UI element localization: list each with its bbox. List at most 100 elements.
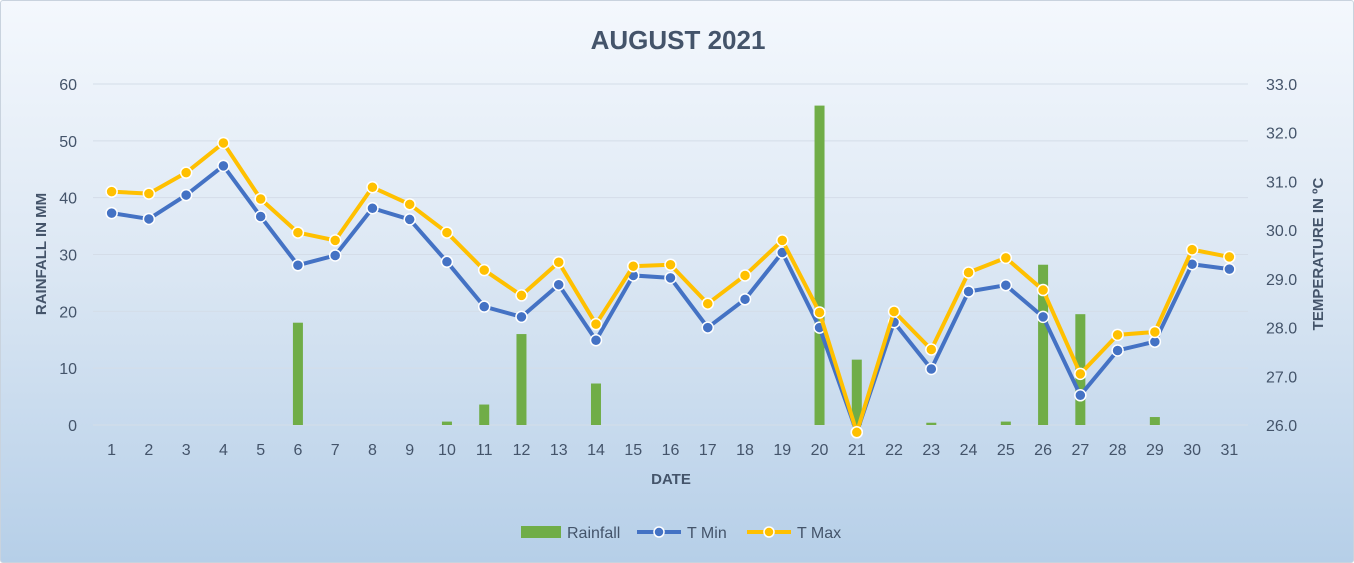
t-min-point [515, 310, 528, 324]
y-axis-right-title: TEMPERATURE IN ºC [1310, 177, 1327, 330]
t-min-point [254, 210, 267, 223]
rainfall-bar [516, 334, 527, 425]
x-tick-label: 27 [1071, 442, 1089, 459]
y-left-tick-label: 20 [59, 304, 77, 321]
t-min-point [1036, 310, 1050, 324]
t-min-point [142, 212, 156, 226]
t-min-point [664, 271, 677, 285]
t-max-point [1074, 367, 1087, 381]
y-right-tick-label: 30.0 [1266, 223, 1297, 240]
t-max-line [111, 140, 1230, 435]
rainfall-bar [1000, 421, 1011, 425]
x-tick-label: 17 [699, 442, 717, 459]
t-min-point [925, 362, 938, 376]
t-min-point [328, 249, 342, 262]
rainfall-bar [926, 422, 937, 425]
t-max-point [962, 266, 975, 279]
t-min-point [589, 333, 603, 347]
x-tick-label: 18 [736, 442, 754, 459]
y-right-tick-label: 26.0 [1266, 418, 1297, 435]
t-max-point [999, 251, 1013, 265]
x-tick-label: 9 [405, 442, 414, 459]
t-max-point [850, 426, 864, 439]
x-tick-label: 19 [773, 442, 791, 459]
t-min-point [1223, 262, 1236, 276]
x-tick-label: 29 [1146, 442, 1164, 459]
t-min-point [366, 201, 379, 215]
y-right-tick-label: 32.0 [1266, 126, 1297, 143]
t-max-point [291, 226, 305, 239]
t-max-point [1036, 283, 1050, 297]
y-right-tick-label: 27.0 [1266, 369, 1297, 386]
t-max-point [1111, 328, 1124, 342]
t-min-point [403, 213, 416, 226]
t-min-point [701, 321, 715, 334]
rainfall-bar [1149, 417, 1160, 425]
y-axis-right-ticks: 26.0 27.0 28.0 29.0 30.0 31.0 32.0 33.0 [1266, 77, 1297, 435]
y-left-tick-label: 60 [59, 77, 77, 94]
rainfall-bar [590, 383, 601, 425]
x-tick-label: 4 [219, 442, 228, 459]
t-max-point [701, 297, 715, 310]
y-left-tick-label: 30 [59, 248, 77, 265]
t-min-point [477, 300, 491, 313]
legend-tmin-marker [653, 526, 665, 538]
t-max-point [887, 305, 901, 318]
rainfall-bars [292, 105, 1160, 425]
t-max-point [179, 166, 193, 179]
x-tick-label: 21 [848, 442, 866, 459]
t-min-point [105, 206, 118, 220]
t-max-point [664, 258, 677, 271]
legend-tmax-label: T Max [797, 525, 841, 542]
t-max-point [589, 317, 603, 331]
t-max-point [328, 234, 342, 247]
y-axis-left-ticks: 0 10 20 30 40 50 60 [59, 77, 77, 435]
x-tick-label: 8 [368, 442, 377, 459]
rainfall-bar [441, 421, 452, 425]
x-tick-label: 11 [476, 442, 493, 459]
t-max-point [552, 256, 565, 269]
t-min-point [1111, 344, 1124, 357]
x-tick-label: 10 [438, 442, 456, 459]
y-right-tick-label: 29.0 [1266, 272, 1297, 289]
t-max-point [776, 234, 789, 247]
t-min-point [552, 278, 565, 291]
t-max-point [925, 343, 938, 356]
t-max-point [1223, 250, 1236, 264]
t-max-point [142, 187, 156, 200]
legend-rainfall-swatch [521, 526, 561, 538]
y-right-tick-label: 33.0 [1266, 77, 1297, 94]
x-tick-label: 23 [922, 442, 940, 459]
t-min-point [179, 188, 193, 202]
rainfall-bar [479, 404, 490, 425]
y-left-tick-label: 40 [59, 191, 77, 208]
t-max-point [738, 269, 752, 282]
x-tick-label: 26 [1034, 442, 1052, 459]
t-max-point [1148, 325, 1162, 339]
y-right-tick-label: 31.0 [1266, 174, 1297, 191]
y-right-tick-label: 28.0 [1266, 321, 1297, 338]
t-max-point [217, 136, 230, 150]
x-tick-label: 24 [960, 442, 978, 459]
t-max-point [254, 192, 267, 206]
x-tick-label: 12 [513, 442, 531, 459]
x-tick-label: 25 [997, 442, 1015, 459]
rainfall-bar [292, 322, 303, 425]
t-min-point [738, 293, 752, 306]
t-max-point [1185, 243, 1199, 256]
t-min-point [291, 258, 305, 272]
x-tick-label: 3 [182, 442, 191, 459]
x-tick-label: 30 [1183, 442, 1201, 459]
t-min-point [440, 255, 454, 269]
x-axis-title: DATE [651, 471, 691, 488]
t-max-point [366, 181, 379, 194]
t-min-point [999, 278, 1013, 292]
x-tick-label: 16 [662, 442, 680, 459]
t-max-point [626, 259, 640, 273]
x-tick-label: 28 [1109, 442, 1127, 459]
t-max-point [440, 226, 454, 239]
x-tick-label: 7 [331, 442, 340, 459]
t-min-point [217, 159, 230, 173]
chart-title: AUGUST 2021 [591, 25, 766, 55]
t-max-point [515, 289, 528, 302]
